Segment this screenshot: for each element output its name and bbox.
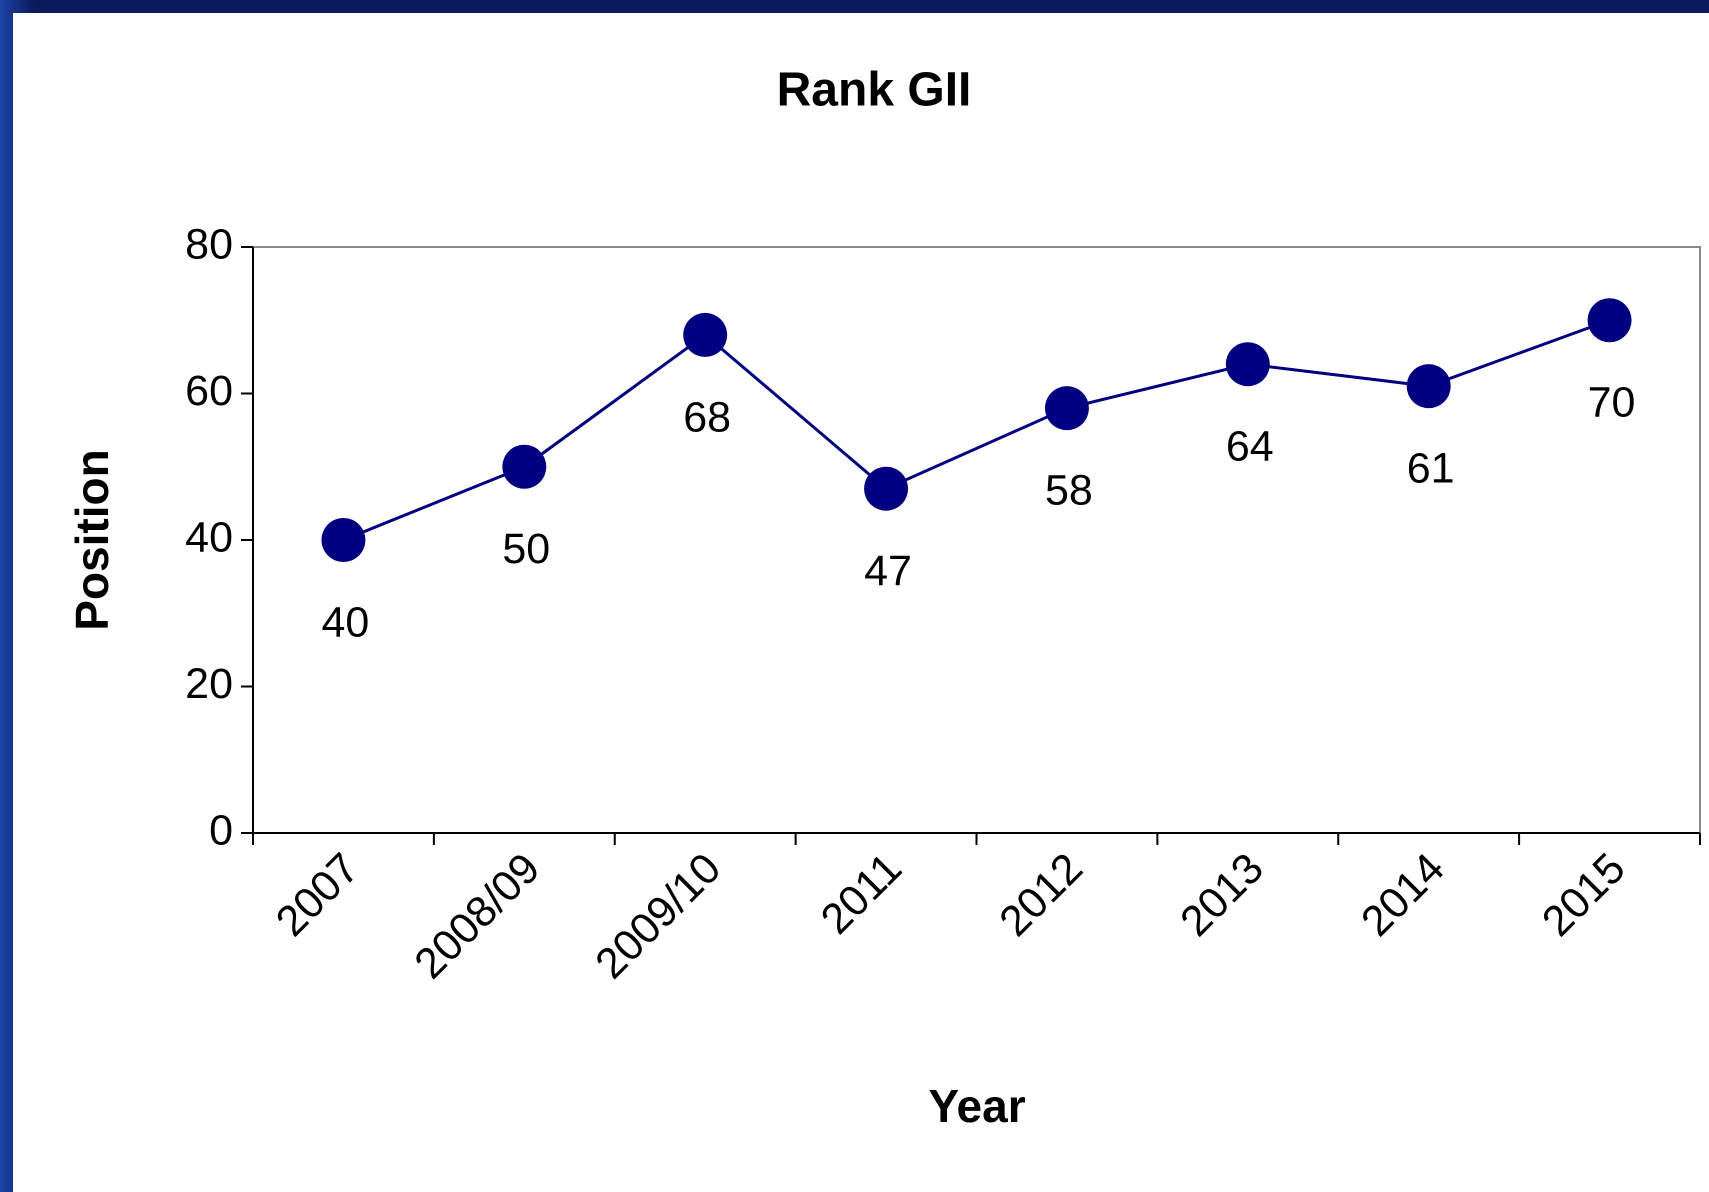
data-label: 58 — [1045, 467, 1093, 515]
data-label: 50 — [502, 525, 550, 573]
data-point — [1406, 364, 1451, 409]
data-point — [502, 444, 547, 489]
y-tick-label: 20 — [185, 660, 233, 708]
data-label: 64 — [1226, 423, 1274, 471]
data-label: 61 — [1407, 445, 1455, 493]
plot-border — [253, 246, 1701, 833]
y-tick-label: 40 — [185, 513, 233, 561]
data-point — [1587, 298, 1632, 343]
data-label: 70 — [1588, 379, 1636, 427]
data-label: 40 — [322, 598, 370, 646]
y-tick-label: 0 — [209, 806, 233, 854]
data-label: 68 — [683, 393, 731, 441]
data-point — [1044, 386, 1089, 431]
panel — [13, 13, 1709, 1192]
y-tick-label: 80 — [185, 220, 233, 268]
y-tick-label: 60 — [185, 367, 233, 415]
data-line — [342, 318, 1611, 542]
data-point — [1225, 342, 1270, 387]
data-point — [864, 466, 909, 511]
y-axis-title: Position — [66, 449, 118, 630]
x-axis-title: Year — [928, 1080, 1025, 1132]
data-label: 47 — [864, 547, 912, 595]
data-point — [321, 518, 366, 562]
chart-title: Rank GII — [777, 64, 972, 117]
data-point — [683, 312, 728, 357]
